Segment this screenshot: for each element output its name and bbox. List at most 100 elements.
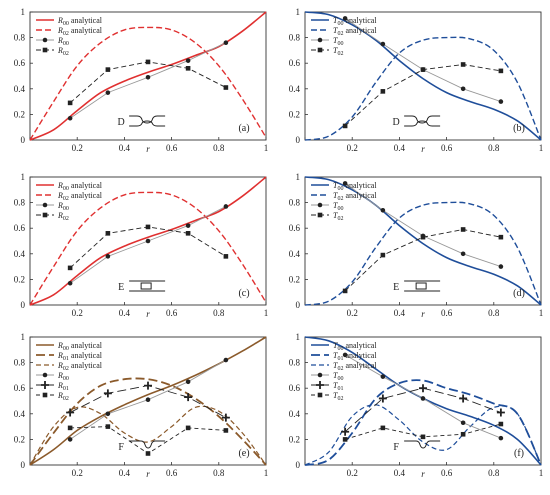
x-axis-label: r [421,144,425,154]
legend-marker [42,37,48,43]
data-point [342,181,348,186]
series-1 [304,36,542,141]
legend-label-3: T00 [333,371,343,382]
y-tick-label: 0 [296,135,301,145]
data-point [460,431,466,437]
y-tick-label: 0.8 [289,198,301,208]
panel-label: (c) [238,288,249,299]
chart-panel-a: 0.2 0.4 0.6 0.8 1 0 0.2 0.4 0.6 0.8 1 r R00 analytic… [14,7,269,154]
data-point [145,74,151,80]
y-tick-label: 0.2 [14,274,25,284]
y-tick-label: 0.6 [14,383,26,393]
x-tick-label: 0.6 [441,308,453,318]
y-tick-label: 0.6 [14,223,26,233]
legend-marker [42,202,48,208]
panel-label: (d) [513,288,525,299]
data-point [498,435,504,441]
x-tick-label: 0.4 [119,143,131,153]
data-point [67,437,73,442]
data-point [185,223,191,228]
chart-panel-f: 0.2 0.4 0.6 0.8 1 0 0.2 0.4 0.6 0.8 1 r T00 analytic… [289,332,544,479]
data-point [221,413,230,422]
y-tick-label: 1 [296,7,301,17]
data-point [103,389,112,398]
inset-shape-line [129,115,166,124]
x-tick-label: 0.2 [72,308,83,318]
legend-label-1: R02 analytical [57,26,103,37]
legend-label-0: T00 analytical [333,16,377,27]
series-line [304,201,542,306]
y-tick-label: 0.4 [14,409,26,419]
data-point [67,280,73,286]
data-point [342,437,348,442]
series-4 [341,384,505,436]
y-tick-label: 0.8 [14,198,26,208]
legend-label-1: T02 analytical [333,191,377,202]
data-point [66,408,75,417]
legend-label-2: T02 analytical [333,361,377,372]
plot-frame [29,176,267,306]
x-axis-label: r [146,144,150,154]
y-tick-label: 0 [296,300,301,310]
series-connector [69,205,227,284]
series-line [304,36,542,141]
data-point [420,67,426,72]
data-point [223,40,229,46]
y-tick-label: 1 [21,332,26,342]
x-tick-label: 0.2 [72,143,83,153]
legend-marker [42,372,48,378]
series-3 [67,357,229,442]
x-tick-label: 0.8 [488,468,500,478]
x-tick-label: 0.8 [213,308,225,318]
data-point [341,427,350,436]
data-point [67,265,73,271]
y-tick-label: 0.2 [289,109,300,119]
inset-shape-line [404,120,441,127]
inset-shape-line [404,440,441,449]
legend-label-2: R02 analytical [57,361,103,372]
y-tick-label: 0 [21,135,26,145]
data-point [185,379,191,385]
data-point [223,428,229,433]
series-1 [304,201,542,306]
data-point [67,115,73,121]
y-tick-label: 0 [296,460,301,470]
data-point [342,288,348,294]
legend-label-5: T02 [333,391,343,402]
legend-marker [41,381,49,389]
data-point [342,123,348,129]
legend-marker [316,381,324,389]
data-point [496,408,505,417]
y-tick-label: 1 [21,7,26,17]
data-point [185,231,191,236]
legend-label-0: R00 analytical [57,341,103,352]
x-axis-label: r [146,469,150,479]
y-tick-label: 0.4 [289,409,301,419]
data-point [105,424,111,429]
series-connector [70,426,226,455]
data-point [460,62,466,67]
legend-label-4: R01 [57,381,69,392]
x-axis-label: r [146,309,150,319]
series-3 [342,227,504,294]
x-tick-label: 0.4 [119,468,131,478]
x-tick-label: 0.8 [213,143,225,153]
x-tick-label: 1 [539,308,544,318]
panel-label: (a) [238,123,249,134]
data-point [105,231,111,236]
inset-letter: F [118,442,124,453]
x-tick-label: 0.6 [441,143,453,153]
y-tick-label: 0.8 [14,358,26,368]
legend-label-2: T00 [333,201,343,212]
series-2 [67,204,229,286]
y-tick-label: 1 [296,172,301,182]
inset-shape-line [404,280,441,292]
legend-marker [317,372,323,378]
data-point [105,411,111,417]
legend-label-0: T00 analytical [333,341,377,352]
inset-letter: D [118,117,125,128]
data-point [380,89,386,94]
